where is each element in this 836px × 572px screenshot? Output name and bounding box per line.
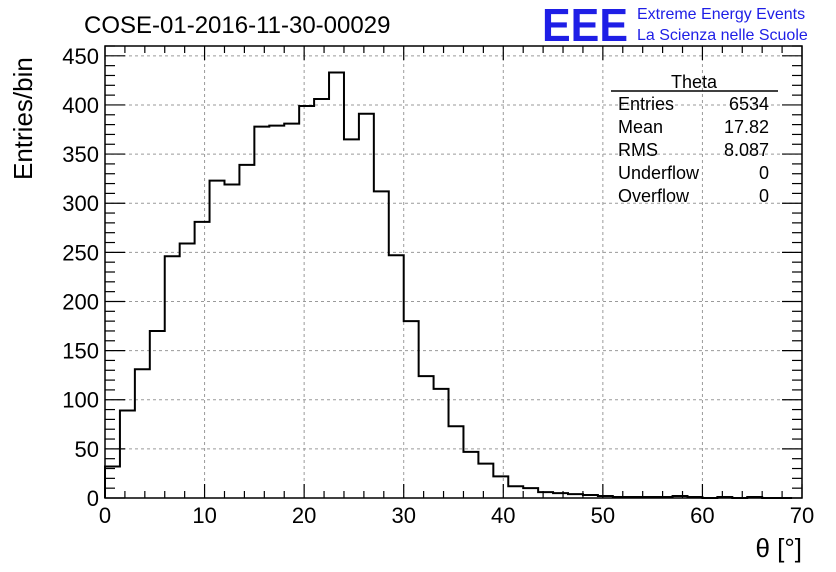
x-tick-label: 0 [99, 503, 111, 528]
x-tick-label: 40 [491, 503, 515, 528]
histogram-bin [165, 256, 180, 498]
x-tick-label: 10 [192, 503, 216, 528]
stats-label: Underflow [618, 163, 700, 183]
x-tick-label: 50 [591, 503, 615, 528]
x-axis-title: θ [°] [755, 533, 802, 563]
histogram-series [104, 71, 793, 499]
y-tick-label: 0 [87, 486, 99, 511]
histogram-bin [195, 222, 210, 498]
stats-value: 8.087 [724, 140, 769, 160]
histogram-bin [254, 127, 269, 498]
y-tick-label: 250 [62, 240, 99, 265]
eee-logo-line1: Extreme Energy Events [637, 6, 805, 23]
y-tick-label: 450 [62, 44, 99, 69]
histogram-bin [269, 126, 284, 498]
histogram-bin [523, 488, 538, 498]
histogram-bin [419, 376, 434, 498]
x-tick-label: 70 [790, 503, 814, 528]
x-tick-label: 20 [292, 503, 316, 528]
axis-ticks [104, 45, 803, 499]
y-tick-label: 100 [62, 388, 99, 413]
histogram-bin [493, 476, 508, 498]
stats-box: Theta Entries 6534 Mean 17.82 RMS 8.087 Underf… [611, 72, 778, 206]
histogram-bin [404, 321, 419, 498]
histogram-step-line [104, 71, 793, 499]
eee-logo-line2: La Scienza nelle Scuole [637, 27, 808, 44]
histogram-bin [538, 492, 553, 498]
histogram-bin [224, 185, 239, 498]
histogram-bin [434, 389, 449, 498]
y-tick-label: 50 [75, 437, 99, 462]
x-tick-label: 30 [391, 503, 415, 528]
stats-value: 6534 [729, 94, 769, 114]
histogram-bin [299, 106, 314, 498]
x-tick-label: 60 [690, 503, 714, 528]
histogram-bin [359, 114, 374, 498]
histogram-bin [314, 99, 329, 498]
y-tick-label: 300 [62, 191, 99, 216]
eee-logo: EEE Extreme Energy Events La Scienza nel… [542, 0, 808, 51]
stats-label: Entries [618, 94, 674, 114]
histogram-bin [374, 191, 389, 498]
grid [105, 46, 802, 498]
histogram-bin [389, 255, 404, 498]
histogram-bin [329, 73, 344, 498]
histogram-bin [135, 369, 150, 498]
histogram-bin [284, 124, 299, 498]
y-tick-label: 150 [62, 339, 99, 364]
eee-logo-mark: EEE [542, 0, 628, 51]
y-axis-title: Entries/bin [8, 57, 38, 180]
chart-title: COSE-01-2016-11-30-00029 [84, 12, 390, 39]
stats-value: 0 [759, 186, 769, 206]
stats-label: RMS [618, 140, 658, 160]
y-tick-label: 350 [62, 142, 99, 167]
stats-label: Overflow [618, 186, 690, 206]
stats-title: Theta [671, 72, 718, 92]
histogram-bin [180, 244, 195, 498]
histogram-bin [210, 181, 225, 498]
histogram-bin [239, 165, 254, 498]
histogram-bin [463, 452, 478, 498]
histogram-bin [120, 411, 135, 498]
y-tick-label: 200 [62, 289, 99, 314]
y-tick-label: 400 [62, 93, 99, 118]
histogram-bin [105, 467, 120, 498]
stats-value: 0 [759, 163, 769, 183]
histogram-bin [344, 139, 359, 498]
stats-value: 17.82 [724, 117, 769, 137]
stats-label: Mean [618, 117, 663, 137]
histogram-bin [508, 486, 523, 498]
histogram-bin [150, 331, 165, 498]
stats-rows: Entries 6534 Mean 17.82 RMS 8.087 Underflow 0 Ov… [618, 94, 769, 206]
histogram-bin [449, 426, 464, 498]
tick-labels: 0 10 20 30 40 50 60 70 0 50 100 150 200 250 300 350 400 4… [62, 44, 814, 528]
histogram-bin [478, 464, 493, 498]
